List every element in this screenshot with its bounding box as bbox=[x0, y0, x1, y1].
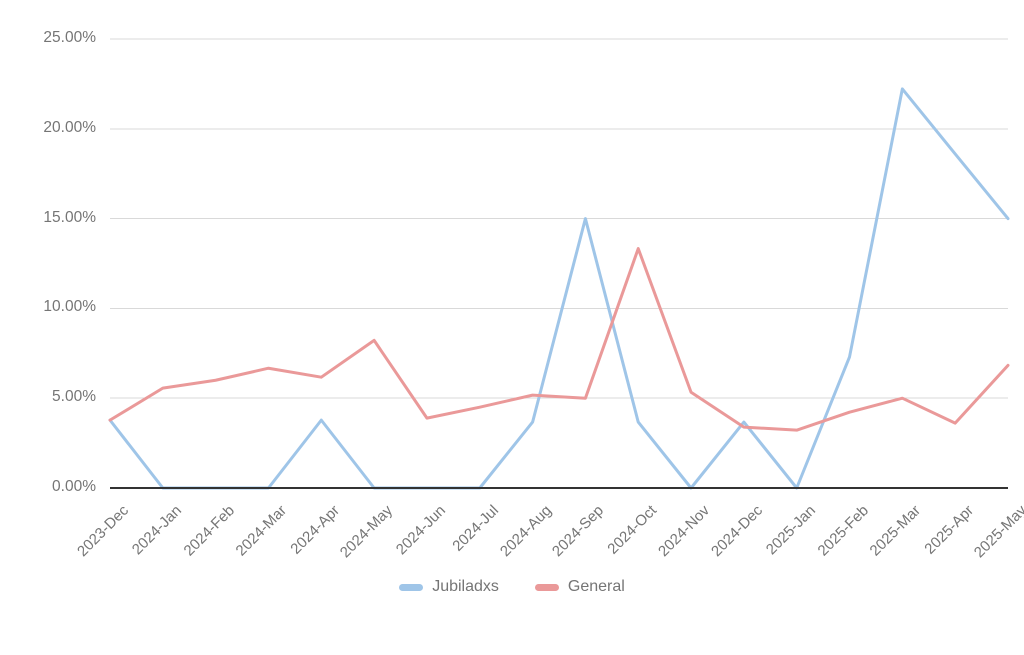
y-axis-tick-label: 20.00% bbox=[43, 118, 96, 136]
y-axis-tick-label: 15.00% bbox=[43, 208, 96, 226]
series-line-jubiladxs bbox=[108, 87, 1010, 490]
legend-swatch-icon bbox=[534, 583, 559, 591]
series-line-general bbox=[108, 247, 1010, 432]
series-lines-group bbox=[108, 87, 1010, 490]
legend-swatch-icon bbox=[399, 583, 424, 591]
gridlines-group bbox=[110, 38, 1008, 399]
legend-item-label: General bbox=[567, 578, 625, 595]
legend-item-general[interactable]: General bbox=[534, 578, 625, 596]
y-axis-tick-label: 10.00% bbox=[43, 298, 96, 316]
legend-item-label: Jubiladxs bbox=[432, 578, 499, 595]
line-chart: 0.00% 5.00% 10.00% 15.00% 20.00% 25.00% 2023-… bbox=[0, 29, 1024, 596]
y-axis-tick-label: 5.00% bbox=[52, 388, 96, 406]
chart-plot-area bbox=[108, 38, 1010, 490]
chart-legend: Jubiladxs General bbox=[0, 578, 1024, 596]
legend-item-jubiladxs[interactable]: Jubiladxs bbox=[399, 578, 499, 596]
y-axis-tick-label: 25.00% bbox=[43, 29, 96, 46]
y-axis-tick-label: 0.00% bbox=[52, 478, 96, 495]
